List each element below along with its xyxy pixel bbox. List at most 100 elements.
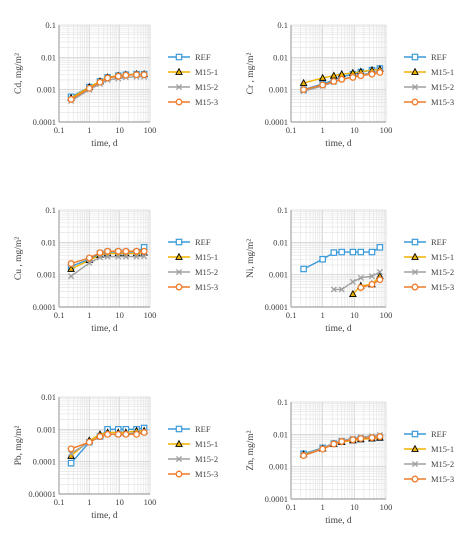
data-point <box>330 286 337 293</box>
legend-label: M15-3 <box>431 97 454 107</box>
x-tick-label: 10 <box>115 310 124 320</box>
data-point <box>133 247 140 255</box>
legend-marker <box>175 83 183 91</box>
legend-label: M15-2 <box>195 82 218 92</box>
legend-item-ref: REF <box>404 237 447 247</box>
legend-item-ref: REF <box>404 52 447 62</box>
data-point <box>368 434 376 442</box>
legend-item-m15-2: M15-2 <box>404 82 454 92</box>
x-tick-label: 100 <box>144 125 157 135</box>
data-point <box>357 435 365 443</box>
series-line-m15-1 <box>352 275 381 295</box>
y-tick-label: 0.00001 <box>28 489 56 499</box>
y-axis-label: Cr , mg/m² <box>246 53 256 95</box>
x-tick-label: 100 <box>144 310 157 320</box>
y-tick-label: 0.0001 <box>265 494 288 504</box>
legend-label: M15-3 <box>195 282 218 292</box>
chart-panel-4: 0.1 1 10 100 0.0001 0.001 0.01 0.1 time, d Ni, mg… <box>246 205 454 334</box>
x-tick-label: 1 <box>321 125 325 135</box>
legend-item-m15-3: M15-3 <box>404 97 454 107</box>
legend-marker <box>175 268 183 276</box>
x-tick-label: 0.1 <box>286 502 297 512</box>
chart-panel-6: 0.1 1 10 100 0.0001 0.001 0.01 0.1 time, d Zn, mg… <box>246 397 454 526</box>
y-tick-label: 0.001 <box>37 270 56 280</box>
data-point <box>318 73 327 81</box>
x-axis-label: time, d <box>325 139 352 149</box>
legend-label: M15-1 <box>195 67 218 77</box>
legend-label: M15-3 <box>195 469 218 479</box>
legend-marker <box>411 444 419 452</box>
y-tick-label: 0.0001 <box>265 302 288 312</box>
chart-panel-5: 0.1 1 10 100 0.00001 0.0001 0.001 0.01 time, d Pb… <box>14 392 218 521</box>
legend-marker <box>411 53 419 61</box>
legend: REF M15-1 M15-2 M15-3 <box>404 429 454 484</box>
data-point <box>300 452 308 460</box>
chart-panel-1: 0.1 1 10 100 0.0001 0.001 0.01 0.1 time, d Cd, mg… <box>14 20 218 149</box>
legend-item-ref: REF <box>168 52 211 62</box>
legend-label: M15-2 <box>431 267 454 277</box>
data-point <box>338 248 346 256</box>
data-point <box>114 430 122 438</box>
series-m15-3 <box>300 433 384 460</box>
data-point <box>114 72 122 80</box>
gridlines <box>58 209 151 308</box>
data-point <box>368 280 376 288</box>
x-tick-label: 1 <box>321 310 325 320</box>
y-tick-label: 0.01 <box>273 429 288 439</box>
legend-item-m15-1: M15-1 <box>404 444 454 454</box>
data-point <box>67 459 75 467</box>
data-point <box>115 253 122 260</box>
series-m15-3 <box>67 71 148 103</box>
data-point <box>357 284 365 291</box>
legend-item-m15-2: M15-2 <box>168 82 218 92</box>
legend-marker <box>175 53 183 61</box>
data-point <box>376 244 384 251</box>
data-point <box>338 286 345 293</box>
data-point <box>140 247 148 255</box>
y-tick-label: 0.01 <box>41 392 56 402</box>
y-tick-label: 0.1 <box>277 20 288 30</box>
legend-label: REF <box>431 237 447 247</box>
data-point <box>349 436 357 444</box>
data-point <box>357 248 365 256</box>
legend-marker <box>175 455 183 463</box>
x-tick-label: 1 <box>87 497 91 507</box>
series-ref <box>300 244 384 273</box>
legend-marker <box>175 67 183 75</box>
data-point <box>357 72 365 80</box>
legend-marker <box>411 268 419 276</box>
y-tick-label: 0.0001 <box>33 117 56 127</box>
legend-item-m15-1: M15-1 <box>168 67 218 77</box>
legend-marker <box>411 430 419 438</box>
data-point <box>122 253 129 260</box>
data-point <box>349 278 356 285</box>
data-point <box>122 71 130 79</box>
legend-label: REF <box>195 424 211 434</box>
legend-marker <box>175 283 183 291</box>
legend-item-ref: REF <box>404 429 447 439</box>
y-axis-label: Zn, mg/m² <box>246 430 256 470</box>
data-point <box>85 254 93 262</box>
legend-item-m15-3: M15-3 <box>168 282 218 292</box>
legend-marker <box>411 252 419 260</box>
data-point <box>85 84 93 92</box>
plot-area <box>291 210 386 307</box>
data-point <box>141 253 148 260</box>
legend-marker <box>411 98 419 106</box>
legend: REF M15-1 M15-2 M15-3 <box>404 52 454 107</box>
legend-label: M15-3 <box>195 97 218 107</box>
data-point <box>96 78 104 86</box>
y-tick-label: 0.0001 <box>33 302 56 312</box>
y-tick-label: 0.1 <box>277 397 288 407</box>
y-tick-label: 0.1 <box>45 205 56 215</box>
data-point <box>104 247 112 255</box>
legend-label: M15-2 <box>431 82 454 92</box>
legend-label: M15-2 <box>195 454 218 464</box>
data-point <box>349 248 357 256</box>
legend-item-m15-3: M15-3 <box>404 474 454 484</box>
legend-label: REF <box>431 429 447 439</box>
data-point <box>67 260 75 268</box>
legend: REF M15-1 M15-2 M15-3 <box>168 424 218 479</box>
x-axis-label: time, d <box>325 324 352 334</box>
x-axis-label: time, d <box>325 516 352 526</box>
